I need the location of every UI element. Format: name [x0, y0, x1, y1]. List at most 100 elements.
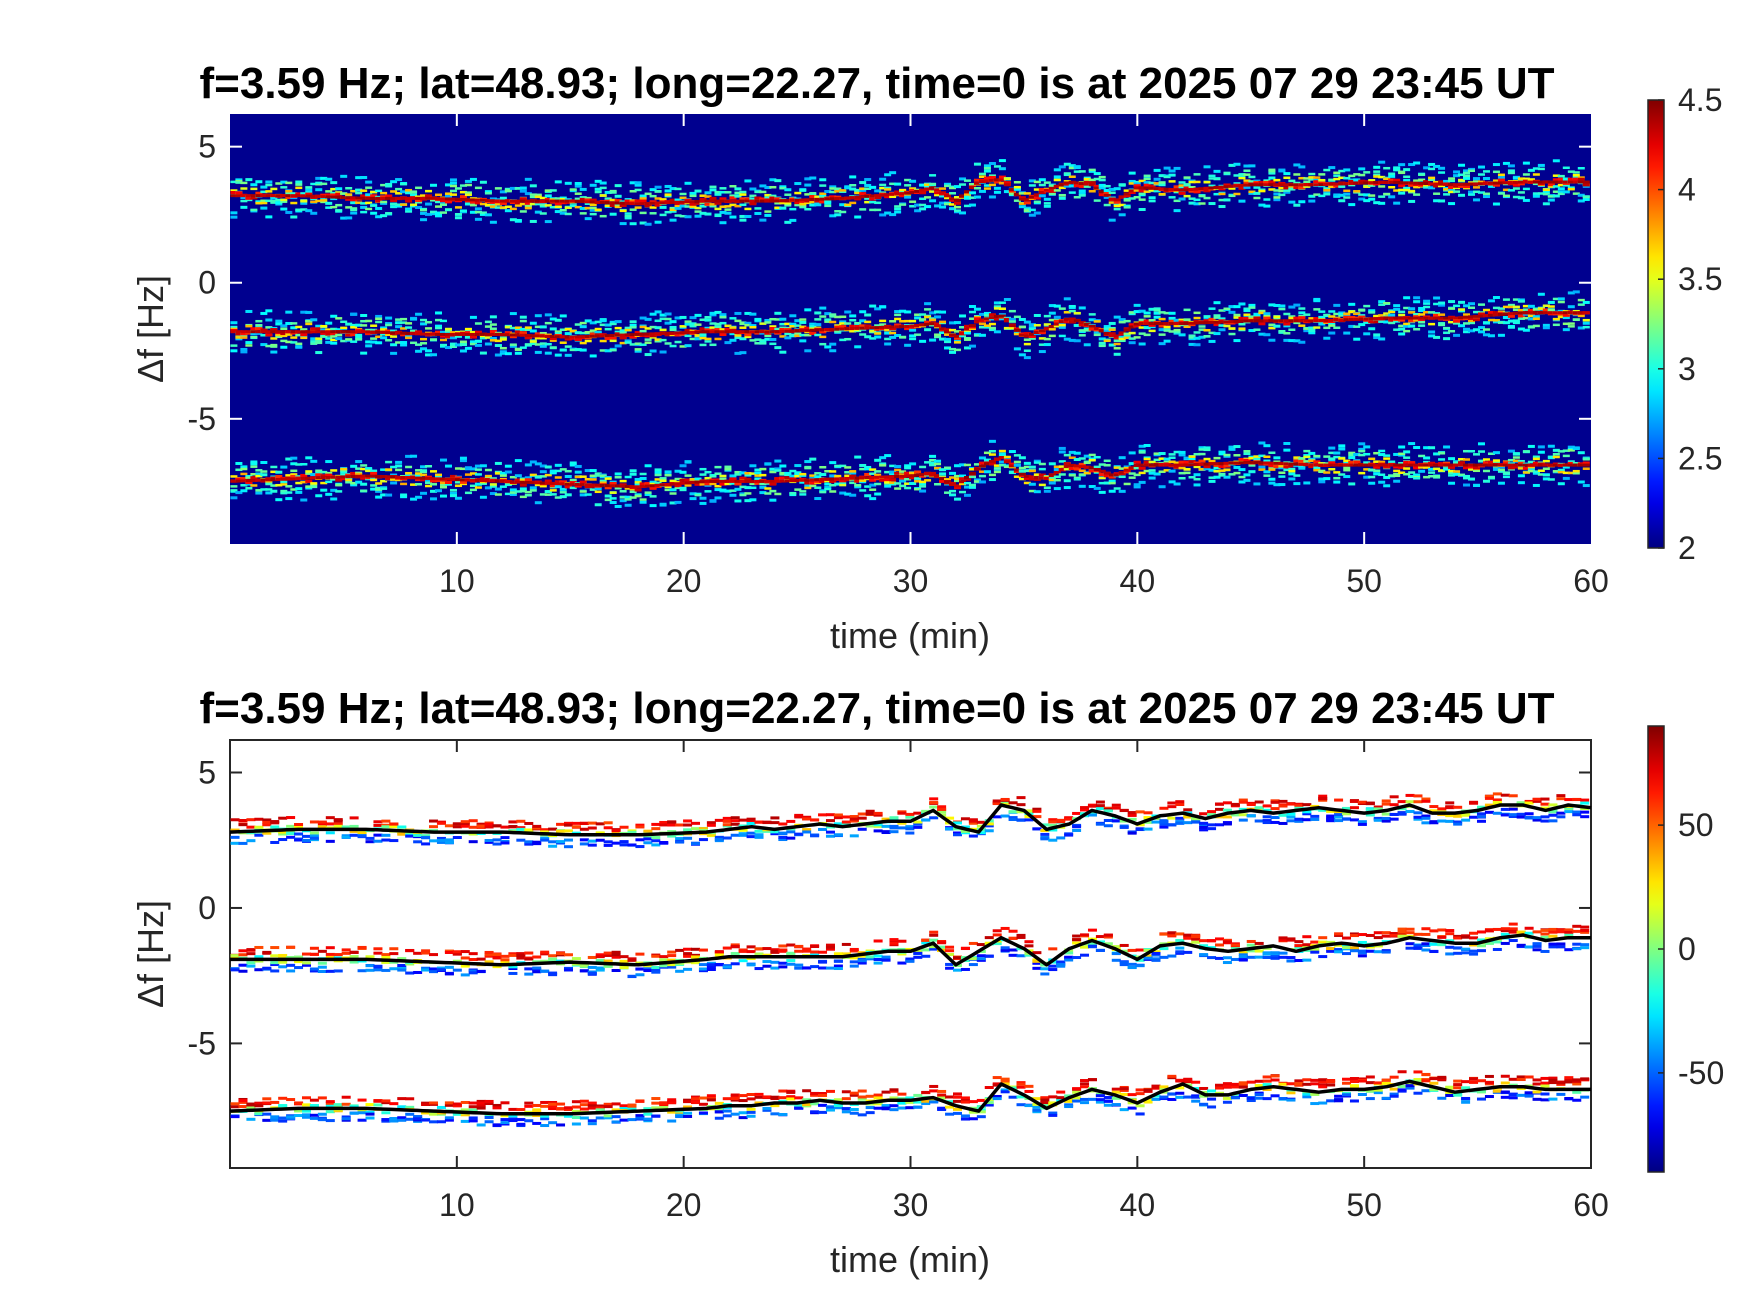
spectral-cell — [305, 456, 313, 460]
spectral-cell — [1113, 204, 1121, 208]
spectral-cell — [634, 332, 642, 336]
spectral-cell — [968, 203, 976, 207]
spectral-cell — [1383, 192, 1391, 196]
spectral-cell — [1393, 304, 1401, 308]
spectral-cell — [934, 459, 942, 463]
spectral-cell — [794, 182, 802, 186]
spectral-cell — [1123, 319, 1131, 323]
spectrogram-traces — [230, 159, 1590, 508]
spectral-cell — [634, 183, 642, 187]
spectral-cell — [574, 323, 582, 326]
spectral-cell — [674, 482, 682, 486]
spectral-cell — [904, 486, 912, 490]
spectral-cell — [360, 476, 368, 480]
spectral-cell — [395, 464, 403, 468]
spectral-cell — [749, 330, 757, 334]
spectral-cell — [1458, 300, 1466, 304]
spectral-cell — [669, 488, 677, 492]
spectral-cell — [1188, 342, 1196, 346]
spectral-cell — [1383, 180, 1391, 184]
spectral-cell — [1028, 327, 1036, 331]
spectral-cell — [983, 325, 991, 329]
spectral-cell — [240, 484, 248, 487]
spectral-cell — [814, 472, 822, 475]
spectral-cell — [1198, 335, 1206, 339]
spectral-cell — [1233, 174, 1241, 177]
spectral-cell — [235, 194, 243, 198]
spectral-cell — [444, 208, 452, 212]
spectral-cell — [1203, 165, 1211, 169]
spectral-cell — [1208, 184, 1216, 188]
spectral-cell — [844, 476, 852, 480]
spectral-cell — [809, 328, 817, 332]
spectral-cell — [809, 478, 817, 482]
spectral-cell — [619, 331, 627, 335]
spectral-cell — [405, 196, 413, 200]
spectral-cell — [993, 467, 1001, 470]
spectral-cell — [594, 503, 602, 507]
spectral-cell — [854, 188, 862, 192]
spectral-cell — [265, 482, 273, 486]
spectral-cell — [599, 481, 607, 484]
spectral-cell — [474, 339, 482, 343]
spectral-cell — [459, 198, 467, 202]
spectral-cell — [255, 489, 263, 492]
spectral-cell — [564, 337, 572, 341]
spectral-cell — [799, 490, 807, 493]
spectral-cell — [1418, 306, 1426, 310]
spectral-cell — [280, 332, 288, 336]
spectral-cell — [879, 305, 887, 309]
spectral-cell — [819, 465, 827, 469]
spectral-cell — [410, 476, 418, 480]
spectral-cell — [464, 332, 472, 336]
spectral-cell — [360, 474, 368, 478]
spectral-cell — [1088, 313, 1096, 316]
spectral-cell — [954, 484, 962, 488]
spectral-cell — [524, 476, 532, 480]
spectral-cell — [1492, 306, 1500, 310]
spectral-cell — [719, 315, 727, 319]
spectral-cell — [724, 327, 732, 331]
spectral-cell — [474, 322, 482, 325]
spectral-cell — [1313, 176, 1321, 179]
spectral-cell — [1458, 178, 1466, 182]
spectral-cell — [484, 486, 492, 490]
spectral-cell — [1383, 316, 1391, 320]
spectral-cell — [1438, 323, 1446, 327]
spectral-cell — [1443, 179, 1451, 183]
spectral-cell — [1472, 180, 1480, 183]
spectral-cell — [1343, 182, 1351, 186]
spectral-cell — [1198, 321, 1206, 325]
spectral-cell — [534, 195, 542, 199]
spectral-cell — [1268, 169, 1276, 173]
spectral-cell — [1378, 185, 1386, 188]
spectral-cell — [395, 203, 403, 206]
spectral-cell — [230, 479, 238, 483]
spectral-cell — [1283, 172, 1291, 176]
spectral-cell — [280, 194, 288, 198]
spectral-cell — [405, 476, 413, 480]
spectral-cell — [290, 456, 298, 460]
spectral-cell — [844, 327, 852, 331]
spectral-cell — [839, 320, 847, 324]
spectral-cell — [1243, 179, 1251, 182]
spectral-cell — [1468, 190, 1476, 194]
spectral-cell — [1058, 446, 1066, 450]
spectral-cell — [574, 464, 582, 468]
spectral-cell — [1073, 339, 1081, 343]
spectral-cell — [954, 205, 962, 209]
spectral-cell — [1188, 321, 1196, 325]
spectral-cell — [1283, 176, 1291, 180]
spectral-cell — [390, 335, 398, 338]
spectral-cell — [899, 188, 907, 192]
spectral-cell — [454, 467, 462, 470]
spectral-cell — [370, 194, 378, 198]
spectral-cell — [1423, 299, 1431, 303]
spectral-cell — [744, 333, 752, 337]
spectral-cell — [1133, 184, 1141, 188]
spectral-cell — [1133, 310, 1141, 314]
spectral-cell — [1463, 176, 1471, 180]
spectral-cell — [370, 471, 378, 475]
spectral-cell — [444, 200, 452, 204]
spectral-cell — [988, 178, 996, 182]
